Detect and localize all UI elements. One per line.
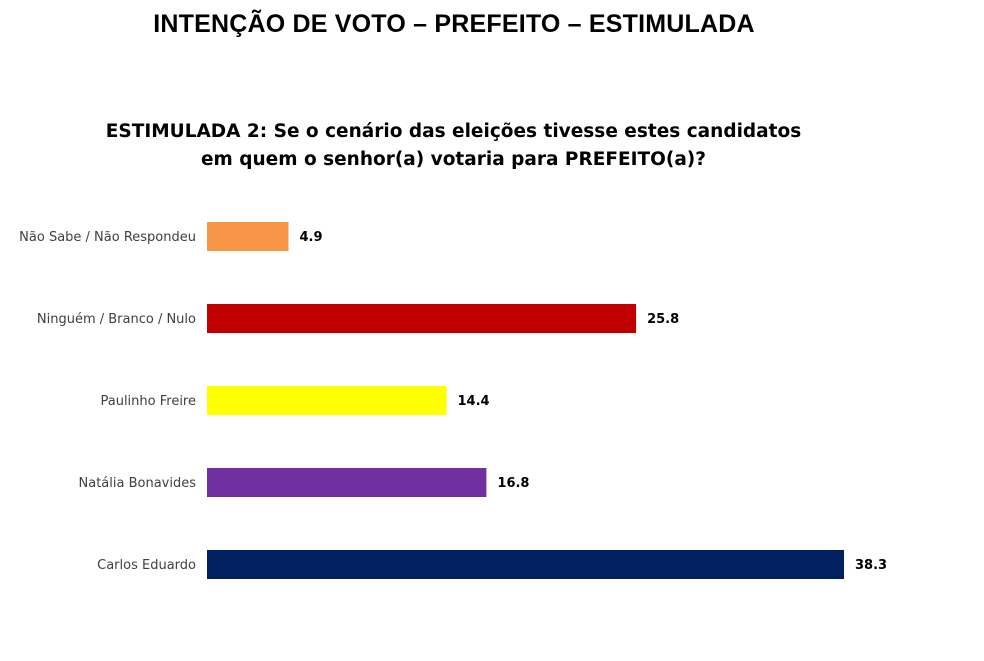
- bar-carlos-eduardo: [207, 550, 844, 579]
- category-label-natalia-bonavides: Natália Bonavides: [79, 476, 197, 491]
- value-label-carlos-eduardo: 38.3: [855, 558, 887, 573]
- category-label-carlos-eduardo: Carlos Eduardo: [97, 558, 196, 573]
- bar-paulinho-freire: [207, 386, 447, 415]
- chart-subtitle: ESTIMULADA 2: Se o cenário das eleições …: [105, 121, 802, 170]
- page-title: INTENÇÃO DE VOTO – PREFEITO – ESTIMULADA: [153, 10, 755, 38]
- bar-ninguem-branco-nulo: [207, 304, 637, 333]
- bar-natalia-bonavides: [207, 468, 487, 497]
- category-label-paulinho-freire: Paulinho Freire: [100, 394, 196, 409]
- value-label-nao-sabe-nao-respondeu: 4.9: [299, 230, 322, 245]
- value-label-natalia-bonavides: 16.8: [497, 476, 529, 491]
- category-label-ninguem-branco-nulo: Ninguém / Branco / Nulo: [37, 312, 196, 327]
- value-label-ninguem-branco-nulo: 25.8: [647, 312, 679, 327]
- category-label-nao-sabe-nao-respondeu: Não Sabe / Não Respondeu: [19, 230, 196, 245]
- value-label-paulinho-freire: 14.4: [457, 394, 489, 409]
- bar-nao-sabe-nao-respondeu: [207, 222, 289, 251]
